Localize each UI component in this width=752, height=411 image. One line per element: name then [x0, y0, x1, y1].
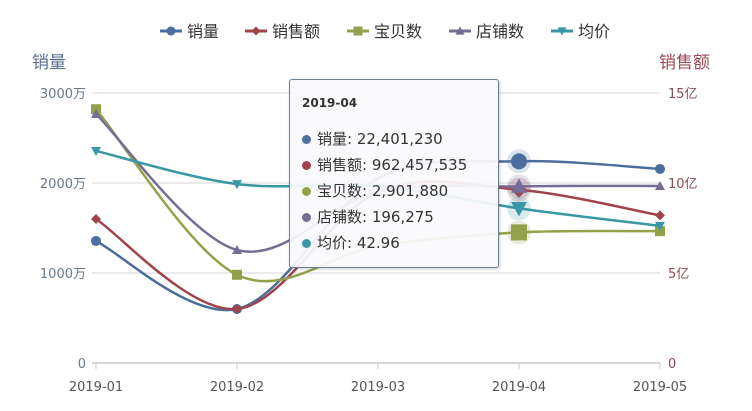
data-point — [232, 180, 242, 190]
data-point — [91, 108, 101, 118]
tooltip-row: 均价: 42.96 — [302, 232, 400, 253]
x-tick-label: 2019-01 — [69, 380, 123, 395]
tooltip-title: 2019-04 — [302, 96, 358, 110]
left-tick-label: 0 — [78, 357, 86, 372]
tooltip: 2019-04 销量: 22,401,230 销售额: 962,457,535 … — [289, 79, 499, 268]
tooltip-row: 销售额: 962,457,535 — [302, 154, 467, 175]
tooltip-row: 宝贝数: 2,901,880 — [302, 180, 448, 201]
left-tick-label: 3000万 — [40, 87, 86, 102]
right-tick-label: 5亿 — [668, 267, 689, 282]
x-tick-label: 2019-04 — [492, 380, 546, 395]
data-point — [232, 304, 242, 314]
x-tick-label: 2019-03 — [351, 380, 405, 395]
data-point — [91, 235, 101, 246]
legend-label: 销售额 — [272, 22, 320, 41]
data-point-highlighted — [511, 224, 527, 241]
data-point — [655, 180, 665, 190]
data-point — [655, 226, 665, 237]
x-tick-label: 2019-02 — [210, 380, 264, 395]
legend-label: 店铺数 — [476, 22, 524, 41]
legend-label: 宝贝数 — [374, 22, 422, 41]
x-tick-label: 2019-05 — [633, 380, 687, 395]
data-point-highlighted — [511, 153, 527, 170]
legend-label: 均价 — [578, 22, 610, 41]
legend-label: 销量 — [187, 22, 219, 41]
right-tick-label: 0 — [668, 357, 676, 372]
tooltip-row: 销量: 22,401,230 — [302, 128, 443, 149]
right-tick-label: 10亿 — [668, 177, 698, 192]
data-point — [91, 214, 101, 224]
data-point-highlighted — [511, 201, 527, 217]
data-point — [655, 221, 665, 231]
data-point — [655, 210, 665, 221]
data-point-highlighted — [511, 178, 527, 193]
legend-marker — [557, 27, 567, 36]
legend-marker — [166, 26, 176, 36]
legend-marker — [353, 26, 363, 36]
data-point — [655, 163, 665, 174]
left-tick-label: 1000万 — [40, 267, 86, 282]
tooltip-row: 店铺数: 196,275 — [302, 206, 434, 227]
data-point — [232, 244, 242, 254]
left-tick-label: 2000万 — [40, 177, 86, 192]
right-axis-title: 销售额 — [659, 53, 710, 73]
data-point — [232, 269, 242, 280]
legend-marker — [455, 26, 465, 35]
data-point — [91, 146, 101, 156]
legend-marker — [251, 26, 261, 36]
left-axis-title: 销量 — [32, 53, 66, 73]
right-tick-label: 15亿 — [668, 87, 698, 102]
